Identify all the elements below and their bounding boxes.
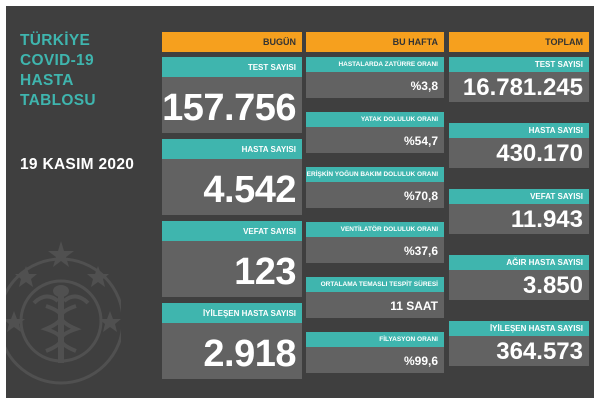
stat-value: 157.756 <box>162 77 302 133</box>
stat-label: İYİLEŞEN HASTA SAYISI <box>449 321 589 336</box>
stat-label: İYİLEŞEN HASTA SAYISI <box>162 303 302 323</box>
stat-value: 11 SAAT <box>306 292 444 318</box>
stat-label: VEFAT SAYISI <box>449 189 589 204</box>
stat-value: %99,6 <box>306 347 444 373</box>
stat-tile-today-cases: HASTA SAYISI 4.542 <box>162 139 302 215</box>
stat-label: HASTALARDA ZATÜRRE ORANI <box>306 57 444 72</box>
stat-label: HASTA SAYISI <box>162 139 302 159</box>
stat-label: AĞIR HASTA SAYISI <box>449 255 589 270</box>
title-line: TÜRKİYE <box>20 32 91 49</box>
stat-tile-total-recovered: İYİLEŞEN HASTA SAYISI 364.573 <box>449 321 589 366</box>
stat-value: 16.781.245 <box>449 72 589 102</box>
stat-label: VEFAT SAYISI <box>162 221 302 241</box>
report-date: 19 KASIM 2020 <box>20 156 135 173</box>
column-today: BUGÜN TEST SAYISI 157.756 HASTA SAYISI 4… <box>162 32 302 379</box>
stat-value: %37,6 <box>306 237 444 263</box>
stat-tile-today-recovered: İYİLEŞEN HASTA SAYISI 2.918 <box>162 303 302 379</box>
stat-tile-today-deaths: VEFAT SAYISI 123 <box>162 221 302 297</box>
stat-tile-week-pneumonia: HASTALARDA ZATÜRRE ORANI %3,8 <box>306 57 444 98</box>
stat-tile-week-ventilator: VENTİLATÖR DOLULUK ORANI %37,6 <box>306 222 444 263</box>
stat-value: 4.542 <box>162 159 302 215</box>
stat-tile-total-critical: AĞIR HASTA SAYISI 3.850 <box>449 255 589 300</box>
stat-label: ERİŞKİN YOĞUN BAKIM DOLULUK ORANI <box>306 167 444 182</box>
health-ministry-emblem-icon <box>6 241 121 385</box>
stat-value: 3.850 <box>449 270 589 300</box>
stat-value: %3,8 <box>306 72 444 98</box>
title-line: COVID-19 <box>20 52 94 69</box>
stat-label: ORTALAMA TEMASLI TESPİT SÜRESİ <box>306 277 444 292</box>
column-header-total: TOPLAM <box>449 32 589 52</box>
stat-tile-today-tests: TEST SAYISI 157.756 <box>162 57 302 133</box>
stat-tile-week-filiation: FİLYASYON ORANI %99,6 <box>306 332 444 373</box>
stat-label: HASTA SAYISI <box>449 123 589 138</box>
title-line: HASTA <box>20 72 74 89</box>
column-header-this-week: BU HAFTA <box>306 32 444 52</box>
stat-label: VENTİLATÖR DOLULUK ORANI <box>306 222 444 237</box>
stat-label: TEST SAYISI <box>162 57 302 77</box>
stat-label: TEST SAYISI <box>449 57 589 72</box>
stat-value: 2.918 <box>162 323 302 379</box>
stat-value: 123 <box>162 241 302 297</box>
stat-value: %70,8 <box>306 182 444 208</box>
stat-value: 430.170 <box>449 138 589 168</box>
dashboard-title: TÜRKİYE COVID-19 HASTA TABLOSU <box>20 31 150 111</box>
stat-label: FİLYASYON ORANI <box>306 332 444 347</box>
column-this-week: BU HAFTA HASTALARDA ZATÜRRE ORANI %3,8 Y… <box>306 32 444 373</box>
stat-value: 364.573 <box>449 336 589 366</box>
column-header-today: BUGÜN <box>162 32 302 52</box>
stat-tile-total-deaths: VEFAT SAYISI 11.943 <box>449 189 589 234</box>
stat-tile-total-cases: HASTA SAYISI 430.170 <box>449 123 589 168</box>
stat-label: YATAK DOLULUK ORANI <box>306 112 444 127</box>
stat-tile-week-icu-occupancy: ERİŞKİN YOĞUN BAKIM DOLULUK ORANI %70,8 <box>306 167 444 208</box>
stat-tile-week-contact-time: ORTALAMA TEMASLI TESPİT SÜRESİ 11 SAAT <box>306 277 444 318</box>
covid-dashboard-board: TÜRKİYE COVID-19 HASTA TABLOSU 19 KASIM … <box>6 6 594 398</box>
stat-value: 11.943 <box>449 204 589 234</box>
stat-tile-total-tests: TEST SAYISI 16.781.245 <box>449 57 589 102</box>
stat-value: %54,7 <box>306 127 444 153</box>
stat-tile-week-bed-occupancy: YATAK DOLULUK ORANI %54,7 <box>306 112 444 153</box>
column-total: TOPLAM TEST SAYISI 16.781.245 HASTA SAYI… <box>449 32 589 366</box>
title-line: TABLOSU <box>20 92 96 109</box>
